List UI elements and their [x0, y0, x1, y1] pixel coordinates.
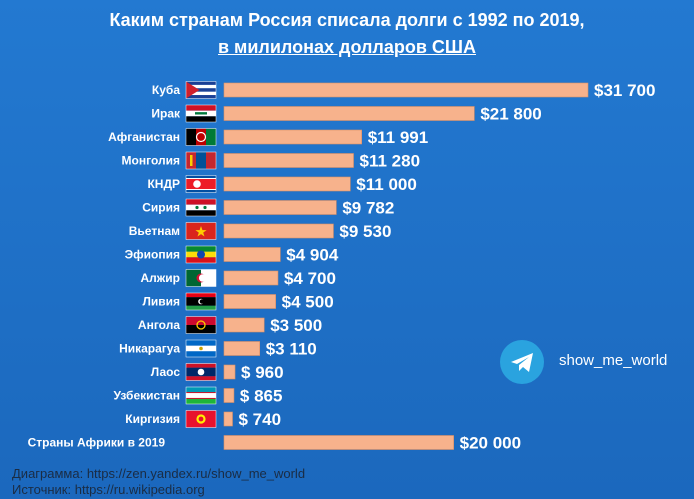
- bar: [223, 223, 334, 239]
- bar: [223, 411, 233, 427]
- bar: [223, 247, 281, 262]
- country-label: Куба: [152, 83, 180, 97]
- bar: [223, 294, 276, 309]
- value-label: $11 000: [356, 175, 417, 194]
- laos-flag-icon: [185, 363, 217, 381]
- value-label: $11 991: [368, 128, 429, 147]
- country-label: Лаос: [151, 365, 181, 379]
- bar: [223, 435, 454, 450]
- bar: [223, 341, 261, 356]
- value-label: $ 960: [241, 363, 284, 382]
- vietnam-flag-icon: [185, 222, 217, 240]
- bar: [223, 153, 354, 168]
- libya-flag-icon: [185, 292, 217, 311]
- value-label: $9 782: [342, 199, 394, 218]
- north-korea-flag-icon: [185, 175, 217, 193]
- diagram-source-note: Диаграмма: https://zen.yandex.ru/show_me…: [12, 466, 306, 481]
- bar: [223, 364, 236, 380]
- value-label: $4 904: [286, 246, 339, 265]
- chart-subtitle: в милилонах долларов США: [217, 37, 477, 57]
- value-label: $9 530: [339, 222, 391, 241]
- country-label: Ирак: [151, 107, 181, 121]
- country-label: Страны Африки в 2019: [28, 436, 166, 450]
- country-label: Монголия: [122, 154, 180, 168]
- country-label: КНДР: [147, 177, 180, 191]
- country-label: Эфиопия: [125, 248, 180, 262]
- bar: [223, 106, 475, 121]
- country-label: Никарагуа: [119, 342, 180, 356]
- country-label: Вьетнам: [129, 224, 180, 238]
- value-label: $ 865: [240, 387, 283, 406]
- channel-name: show_me_world: [559, 352, 668, 369]
- algeria-flag-icon: [185, 269, 217, 287]
- cuba-flag-icon: [185, 81, 217, 99]
- iraq-flag-icon: [185, 104, 217, 123]
- value-label: $ 740: [238, 410, 281, 429]
- bar: [223, 317, 265, 333]
- value-label: $20 000: [460, 434, 521, 453]
- bar: [223, 388, 235, 403]
- afghanistan-flag-icon: [185, 128, 217, 146]
- data-source-note: Источник: https://ru.wikipedia.org: [12, 482, 205, 497]
- value-label: $21 800: [480, 105, 541, 124]
- value-label: $31 700: [594, 81, 655, 100]
- value-label: $3 110: [266, 340, 317, 359]
- syria-flag-icon: [185, 198, 217, 217]
- nicaragua-flag-icon: [185, 339, 217, 358]
- bar: [223, 200, 337, 215]
- country-label: Алжир: [140, 271, 180, 285]
- uzbekistan-flag-icon: [185, 386, 217, 405]
- country-label: Афганистан: [108, 130, 180, 144]
- bar: [223, 82, 589, 98]
- country-label: Киргизия: [125, 412, 180, 426]
- value-label: $3 500: [270, 316, 322, 335]
- country-label: Ангола: [138, 318, 180, 332]
- angola-flag-icon: [185, 316, 217, 334]
- chart-title: Каким странам Россия списала долги с 199…: [109, 10, 585, 30]
- value-label: $11 280: [360, 152, 421, 171]
- country-label: Узбекистан: [114, 389, 180, 403]
- mongolia-flag-icon: [185, 151, 217, 170]
- bar: [223, 270, 279, 286]
- bar: [223, 176, 351, 192]
- ethiopia-flag-icon: [185, 245, 217, 264]
- country-label: Ливия: [142, 295, 180, 309]
- value-label: $4 500: [282, 293, 334, 312]
- bar: [223, 129, 362, 145]
- country-label: Сирия: [142, 201, 180, 215]
- kyrgyzstan-flag-icon: [185, 410, 217, 428]
- value-label: $4 700: [284, 269, 336, 288]
- telegram-icon: [500, 340, 544, 384]
